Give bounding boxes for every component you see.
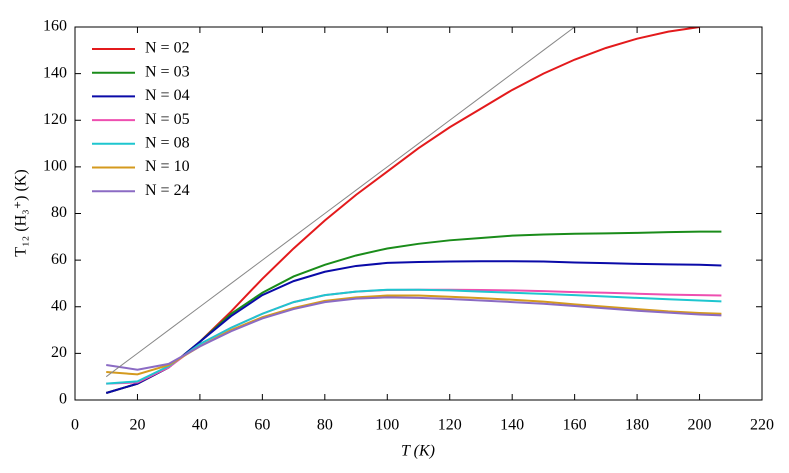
- x-tick-label: 180: [625, 417, 649, 434]
- x-axis-label: T (K): [401, 443, 435, 460]
- y-tick-label: 140: [43, 64, 67, 81]
- legend-label: N = 05: [145, 111, 190, 128]
- y-tick-label: 40: [51, 297, 67, 314]
- x-tick-label: 80: [317, 417, 333, 434]
- series-line: [106, 288, 722, 385]
- y-tick-label: 120: [43, 111, 67, 128]
- series-line: [105, 230, 722, 394]
- legend-label: N = 04: [145, 87, 190, 104]
- legend-label: N = 24: [145, 182, 190, 199]
- series-line: [105, 27, 700, 394]
- y-tick-label: 100: [43, 158, 67, 175]
- x-tick-label: 200: [688, 417, 712, 434]
- series-line: [105, 260, 722, 394]
- y-tick-label: 20: [51, 344, 67, 361]
- x-tick-label: 20: [129, 417, 145, 434]
- y-tick-label: 160: [43, 18, 67, 35]
- y-tick-label: 60: [51, 251, 67, 268]
- y-axis-label: T₁₂ (H₃⁺) (K): [13, 169, 30, 256]
- series-line: [106, 296, 722, 371]
- x-tick-label: 0: [71, 417, 79, 434]
- plot-frame: [74, 26, 763, 401]
- x-tick-label: 40: [192, 417, 208, 434]
- series-line: [105, 27, 575, 378]
- x-tick-label: 220: [750, 417, 774, 434]
- legend-label: N = 08: [145, 134, 190, 151]
- x-tick-label: 60: [254, 417, 270, 434]
- x-tick-label: 100: [375, 417, 399, 434]
- legend-label: N = 03: [145, 63, 190, 80]
- y-tick-label: 80: [51, 204, 67, 221]
- legend-label: N = 10: [145, 158, 190, 175]
- series-line: [106, 288, 722, 385]
- x-tick-label: 120: [438, 417, 462, 434]
- legend-label: N = 02: [145, 40, 190, 57]
- x-tick-label: 140: [500, 417, 524, 434]
- x-tick-label: 160: [563, 417, 587, 434]
- y-tick-label: 0: [59, 391, 67, 408]
